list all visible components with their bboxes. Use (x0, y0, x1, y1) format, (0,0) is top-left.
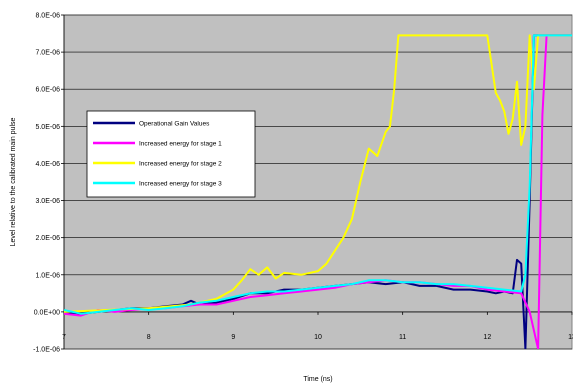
y-axis-title: Level relative to the calibrated main pu… (10, 117, 17, 246)
y-tick-label: -1.0E-06 (33, 347, 60, 354)
y-tick-label: 6.0E-06 (35, 87, 60, 94)
x-tick-label: 13 (568, 334, 573, 341)
x-tick-label: 9 (231, 334, 235, 341)
y-tick-label: 3.0E-06 (35, 198, 60, 205)
x-tick-label: 11 (399, 334, 406, 341)
y-tick-label: 2.0E-06 (35, 235, 60, 242)
y-tick-label: 5.0E-06 (35, 124, 60, 131)
x-tick-label: 12 (483, 334, 491, 341)
legend-label-3: Increased energy for stage 2 (139, 161, 222, 168)
x-tick-label: 8 (147, 334, 151, 341)
y-tick-label: 8.0E-06 (35, 13, 60, 20)
y-tick-label: 4.0E-06 (35, 161, 60, 168)
series-line-4 (64, 34, 572, 315)
legend: Operational Gain Values Increased energy … (86, 110, 256, 198)
x-axis-title: Time (ns) (303, 376, 332, 383)
legend-label-2: Increased energy for stage 1 (139, 141, 222, 148)
series-lines (64, 34, 572, 349)
legend-label-4: Increased energy for stage 3 (139, 181, 222, 188)
y-tick-label: 1.0E-06 (35, 272, 60, 279)
x-tick-label: 10 (314, 334, 322, 341)
legend-label-1: Operational Gain Values (139, 121, 210, 128)
series-line-3 (64, 34, 572, 313)
y-tick-label: 0.0E+00 (34, 309, 60, 316)
y-tick-label: 7.0E-06 (35, 50, 60, 57)
axes: -1.0E-06 0.0E+00 1.0E-06 2.0E-06 3.0E-06 4.0E… (33, 13, 573, 354)
